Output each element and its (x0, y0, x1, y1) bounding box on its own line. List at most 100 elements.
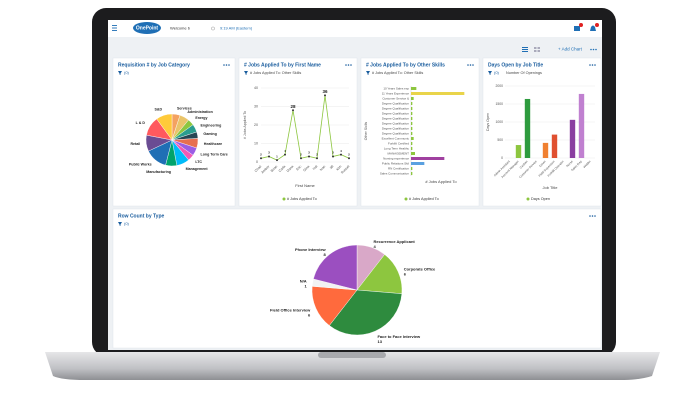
point (300, 157, 302, 160)
x-tick-label: Russel (340, 164, 350, 174)
legend-label: # Jobs Applied To (409, 197, 439, 201)
filter-icon (488, 71, 492, 75)
bar (411, 147, 413, 150)
widget-panel (238, 57, 358, 207)
mail-icon[interactable] (574, 26, 580, 31)
x-tick-label: Kim (335, 164, 342, 171)
notch (318, 352, 386, 358)
widget-menu-dot (589, 215, 591, 217)
logo[interactable] (133, 22, 161, 34)
bar (411, 92, 465, 95)
bar (411, 107, 413, 110)
slice-label: S&D (155, 108, 163, 112)
y-axis-title: Other Skills (364, 122, 368, 141)
time: 9:19 AM (Eastern) (220, 26, 253, 31)
y-tick-label: Customer Service & (382, 96, 409, 100)
x-tick-label: Cashier (519, 159, 529, 169)
x-tick-label: Gina (302, 164, 310, 172)
widget-title: # Jobs Applied To by Other Skills (366, 62, 445, 68)
y-tick-label: MANAGEMENT (387, 151, 409, 155)
pie-slice (329, 289, 403, 336)
logo-text: OnePoint (136, 26, 159, 32)
point (268, 155, 270, 158)
widget-subtitle: # Jobs Applied To: Other Skills (250, 71, 301, 75)
laptop-base (45, 352, 660, 380)
y-tick-label: 40 (254, 86, 258, 90)
grid-view-icon[interactable] (534, 47, 540, 52)
slice-label: Field Office Interview (270, 308, 311, 313)
y-axis-title: # Jobs Applied To (243, 111, 247, 139)
widget-menu-dot (223, 64, 225, 66)
clock-icon (211, 26, 215, 31)
widget-panel (360, 57, 480, 207)
y-tick-label: Long Term Healthc (384, 146, 410, 150)
slice-value: 6 (404, 272, 407, 277)
bar (411, 172, 413, 175)
value-label: 2 (260, 153, 262, 157)
point (332, 155, 334, 158)
y-tick-label: 500 (497, 138, 503, 142)
bar (551, 134, 558, 158)
slice-label: L & D (136, 121, 146, 125)
y-tick-label: Degree Qualification (382, 131, 410, 135)
bar (411, 122, 413, 125)
bar (515, 145, 522, 158)
y-tick-label: Degree Qualification (382, 121, 410, 125)
value-label: 1 (276, 154, 278, 158)
slice-label: Services (177, 106, 192, 110)
badge (595, 23, 599, 27)
slice-label: Manufacturing (146, 170, 171, 174)
y-axis-title: Days Open (486, 113, 490, 131)
x-axis-title: # Jobs Applied To (425, 179, 457, 184)
widget-menu-dot (469, 64, 472, 66)
slice-label: Recurrence Applicant (374, 239, 416, 244)
widget-subtitle: Number Of Openings (506, 71, 542, 75)
filter-icon (118, 71, 122, 75)
y-tick-label: 2000 (495, 84, 503, 88)
x-tick-label: Ivan (319, 164, 326, 171)
welcome: Welcome b (170, 26, 191, 31)
widget-menu-dot (467, 64, 469, 66)
slice-label: Retail (130, 142, 140, 146)
top-bar-bg (108, 20, 602, 37)
bar (524, 98, 531, 158)
legend-label: # Jobs Applied To (287, 197, 317, 201)
point (260, 157, 262, 160)
point (276, 159, 278, 162)
y-tick-label: Degree Qualification (382, 106, 410, 110)
widget-title: Requisition # by Job Category (118, 62, 190, 68)
value-label: 2 (300, 153, 302, 157)
list-view-icon[interactable] (522, 47, 528, 52)
slice-label: Energy (195, 116, 207, 120)
legend-swatch (282, 197, 286, 201)
point (308, 155, 310, 158)
add-chart[interactable]: + Add Chart (558, 47, 583, 52)
bar (542, 142, 549, 158)
bar (411, 162, 425, 165)
more-icon[interactable] (590, 48, 597, 51)
x-tick-label: Dana (286, 164, 295, 173)
x-tick-label: Jill (329, 164, 335, 170)
value-label: 4 (284, 149, 286, 153)
filter-count: (0) (494, 70, 500, 75)
x-tick-label: Brian (270, 164, 279, 173)
bell-icon[interactable] (590, 25, 596, 32)
widget-menu-dot (228, 64, 230, 66)
y-tick-label: 10 (254, 141, 258, 145)
point (348, 157, 350, 160)
y-tick-label: 10 Years Sales exp (383, 86, 409, 90)
widget-title: # Jobs Applied To by First Name (244, 62, 321, 68)
slice-label: Long Term Care (201, 152, 228, 156)
slice-label: N/A (300, 279, 307, 284)
slice-label: Corporate Office (404, 267, 436, 272)
menu-icon[interactable] (112, 25, 117, 31)
y-tick-label: 30 (254, 104, 258, 108)
slice-label: Management (186, 167, 209, 171)
widget-title: Row Count by Type (118, 213, 165, 219)
y-tick-label: Degree Qualification (382, 101, 410, 105)
x-tick-label: Nurse (565, 159, 574, 168)
value-label: 36 (322, 89, 328, 94)
y-tick-label: 20 (254, 123, 258, 127)
bar (411, 97, 414, 100)
